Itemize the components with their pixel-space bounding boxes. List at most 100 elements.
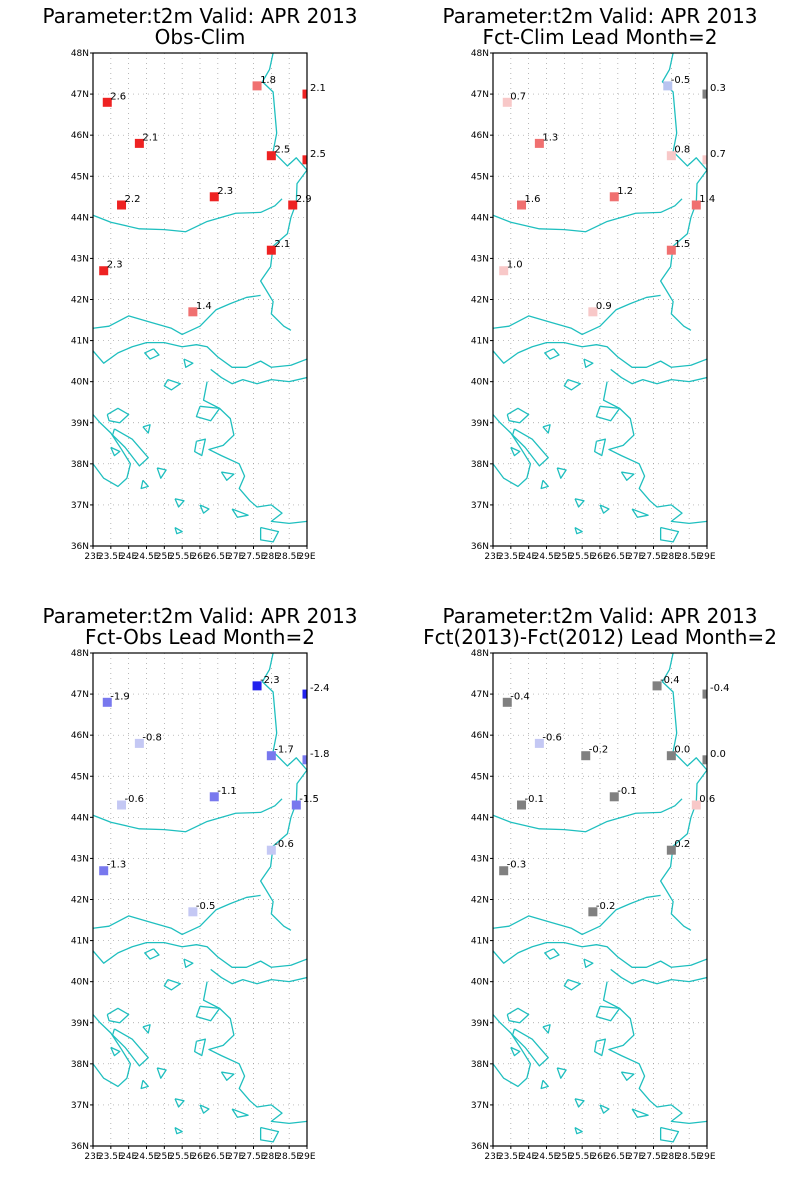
lon-tick-label: 24.5E bbox=[534, 552, 560, 562]
lon-tick-label: 25E bbox=[156, 1152, 173, 1162]
lon-tick-label: 25.5E bbox=[169, 1152, 195, 1162]
station-marker bbox=[266, 751, 276, 761]
lat-tick-label: 38N bbox=[471, 460, 489, 470]
station-marker bbox=[666, 245, 676, 255]
lon-tick-label: 27E bbox=[627, 552, 644, 562]
coastline bbox=[93, 1014, 132, 1088]
station-marker bbox=[252, 681, 262, 691]
lat-tick-label: 39N bbox=[471, 1019, 489, 1029]
lon-tick-label: 25.5E bbox=[169, 552, 195, 562]
lon-tick-label: 26E bbox=[591, 1152, 608, 1162]
coastline bbox=[659, 653, 707, 931]
island-outline bbox=[540, 479, 549, 490]
station-value-label: -0.4 bbox=[660, 675, 680, 686]
station-marker bbox=[209, 192, 219, 202]
lat-tick-label: 41N bbox=[471, 937, 489, 947]
lon-tick-label: 23E bbox=[484, 552, 501, 562]
island-outline bbox=[631, 508, 649, 518]
coastline bbox=[493, 341, 707, 368]
lon-tick-label: 29E bbox=[698, 552, 715, 562]
map-area bbox=[93, 53, 307, 546]
station-value-label: -0.4 bbox=[510, 691, 530, 702]
map-area bbox=[93, 653, 307, 1146]
coastline bbox=[659, 53, 707, 331]
lon-tick-label: 28.5E bbox=[276, 1152, 302, 1162]
lon-tick-label: 24.5E bbox=[134, 552, 160, 562]
island-outline bbox=[563, 978, 582, 991]
island-outline bbox=[140, 1079, 149, 1090]
island-outline bbox=[142, 1024, 151, 1034]
lat-tick-label: 48N bbox=[471, 49, 489, 59]
station-marker bbox=[534, 738, 544, 748]
lon-tick-label: 28E bbox=[663, 552, 680, 562]
lon-tick-label: 28E bbox=[263, 552, 280, 562]
panel-title-line1: Parameter:t2m Valid: APR 2013 bbox=[42, 604, 357, 628]
island-outline bbox=[110, 1046, 121, 1057]
lat-tick-label: 37N bbox=[71, 501, 89, 511]
lat-tick-label: 39N bbox=[471, 419, 489, 429]
island-outline bbox=[174, 1098, 185, 1108]
panel-title-line2: Fct-Clim Lead Month=2 bbox=[482, 25, 717, 49]
lat-tick-label: 37N bbox=[471, 1101, 489, 1111]
lat-tick-label: 36N bbox=[471, 1142, 489, 1152]
lat-tick-label: 40N bbox=[71, 378, 89, 388]
station-value-label: -0.1 bbox=[525, 794, 545, 805]
island-outline bbox=[510, 446, 521, 457]
station-marker bbox=[517, 200, 527, 210]
station-marker bbox=[609, 792, 619, 802]
station-marker bbox=[252, 81, 262, 91]
lon-tick-label: 28E bbox=[663, 1152, 680, 1162]
lon-tick-label: 27.5E bbox=[641, 1152, 667, 1162]
lon-tick-label: 27E bbox=[627, 1152, 644, 1162]
station-marker bbox=[266, 845, 276, 855]
island-outline bbox=[556, 467, 567, 479]
coastline bbox=[93, 798, 283, 833]
map-frame bbox=[92, 52, 308, 547]
map-frame bbox=[492, 52, 708, 547]
station-marker bbox=[209, 792, 219, 802]
map-frame bbox=[92, 652, 308, 1147]
island-outline bbox=[174, 498, 185, 508]
map-frame bbox=[492, 652, 708, 1147]
station-value-label: 0.7 bbox=[710, 149, 726, 160]
island-outline bbox=[595, 405, 621, 422]
island-outline bbox=[574, 498, 585, 508]
coastline bbox=[93, 294, 261, 336]
island-outline bbox=[563, 378, 582, 391]
station-marker bbox=[499, 866, 509, 876]
coastline bbox=[202, 381, 307, 525]
panel-title-line2: Fct(2013)-Fct(2012) Lead Month=2 bbox=[423, 625, 777, 649]
lat-tick-label: 44N bbox=[471, 813, 489, 823]
island-outline bbox=[140, 479, 149, 490]
island-outline bbox=[111, 1028, 149, 1067]
lon-tick-label: 25E bbox=[556, 1152, 573, 1162]
station-marker bbox=[134, 738, 144, 748]
lat-tick-label: 44N bbox=[471, 213, 489, 223]
island-outline bbox=[231, 1108, 249, 1118]
lon-tick-label: 27E bbox=[227, 1152, 244, 1162]
lat-tick-label: 45N bbox=[471, 772, 489, 782]
station-value-label: 1.6 bbox=[525, 194, 541, 205]
lat-tick-label: 38N bbox=[471, 1060, 489, 1070]
station-value-label: -1.3 bbox=[107, 860, 127, 871]
island-outline bbox=[106, 1007, 130, 1024]
lon-tick-label: 24.5E bbox=[134, 1152, 160, 1162]
coastline bbox=[202, 981, 307, 1125]
lon-tick-label: 27.5E bbox=[241, 1152, 267, 1162]
island-outline bbox=[259, 526, 280, 543]
lat-tick-label: 45N bbox=[471, 172, 489, 182]
island-outline bbox=[111, 428, 149, 467]
station-value-label: 2.1 bbox=[274, 239, 290, 250]
island-outline bbox=[142, 424, 151, 434]
coastline bbox=[493, 1014, 532, 1088]
station-value-label: 0.2 bbox=[674, 839, 690, 850]
lat-tick-label: 46N bbox=[471, 131, 489, 141]
island-outline bbox=[599, 1104, 610, 1114]
station-value-label: -1.7 bbox=[274, 745, 294, 756]
lat-tick-label: 43N bbox=[471, 854, 489, 864]
station-marker bbox=[134, 138, 144, 148]
island-outline bbox=[542, 424, 551, 434]
lat-tick-label: 47N bbox=[471, 690, 489, 700]
station-value-label: -1.1 bbox=[217, 786, 237, 797]
